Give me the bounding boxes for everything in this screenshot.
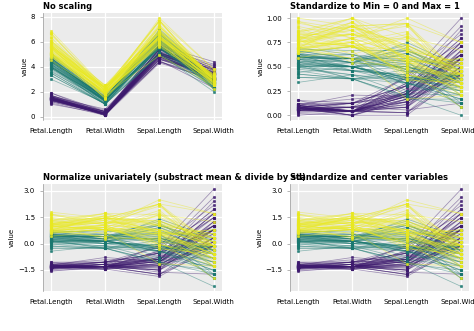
Y-axis label: value: value: [258, 57, 264, 76]
Text: No scaling: No scaling: [43, 2, 92, 11]
Y-axis label: value: value: [9, 228, 15, 247]
Text: Standardize and center variables: Standardize and center variables: [290, 173, 448, 182]
Text: Standardize to Min = 0 and Max = 1: Standardize to Min = 0 and Max = 1: [290, 2, 460, 11]
Y-axis label: value: value: [256, 228, 263, 247]
Text: Normalize univariately (substract mean & divide by sd): Normalize univariately (substract mean &…: [43, 173, 306, 182]
Y-axis label: value: value: [22, 57, 28, 76]
